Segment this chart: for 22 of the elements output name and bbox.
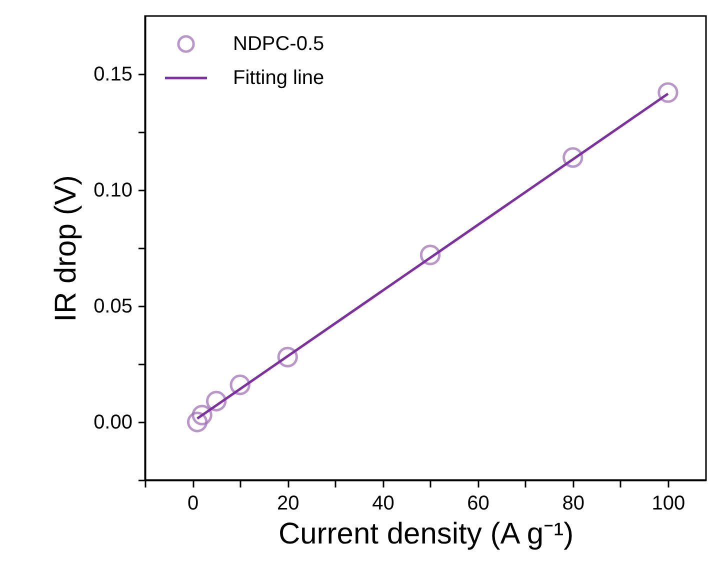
x-tick-label: 40	[372, 492, 394, 514]
y-axis-title: IR drop (V)	[50, 175, 83, 322]
legend-label: Fitting line	[233, 67, 324, 89]
point	[277, 346, 298, 368]
x-tick-label: 80	[562, 492, 585, 514]
x-tick-label: 100	[652, 492, 686, 514]
point	[192, 404, 212, 426]
point	[562, 147, 584, 168]
y-tick-label: 0.15	[94, 64, 132, 86]
y-tick-label: 0.05	[94, 296, 132, 318]
point	[658, 82, 678, 103]
x-tick-label: 60	[467, 492, 490, 514]
y-tick-label: 0.10	[94, 180, 132, 202]
x-tick-label: 0	[187, 492, 199, 514]
point	[206, 390, 227, 412]
point	[420, 244, 441, 266]
x-tick-label: 20	[277, 492, 300, 514]
y-tick-label: 0.00	[94, 412, 132, 434]
point	[230, 374, 250, 396]
x-axis-title: Current density (A g⁻¹)	[278, 518, 574, 550]
point	[186, 412, 208, 432]
legend-label: NDPC-0.5	[233, 33, 324, 55]
